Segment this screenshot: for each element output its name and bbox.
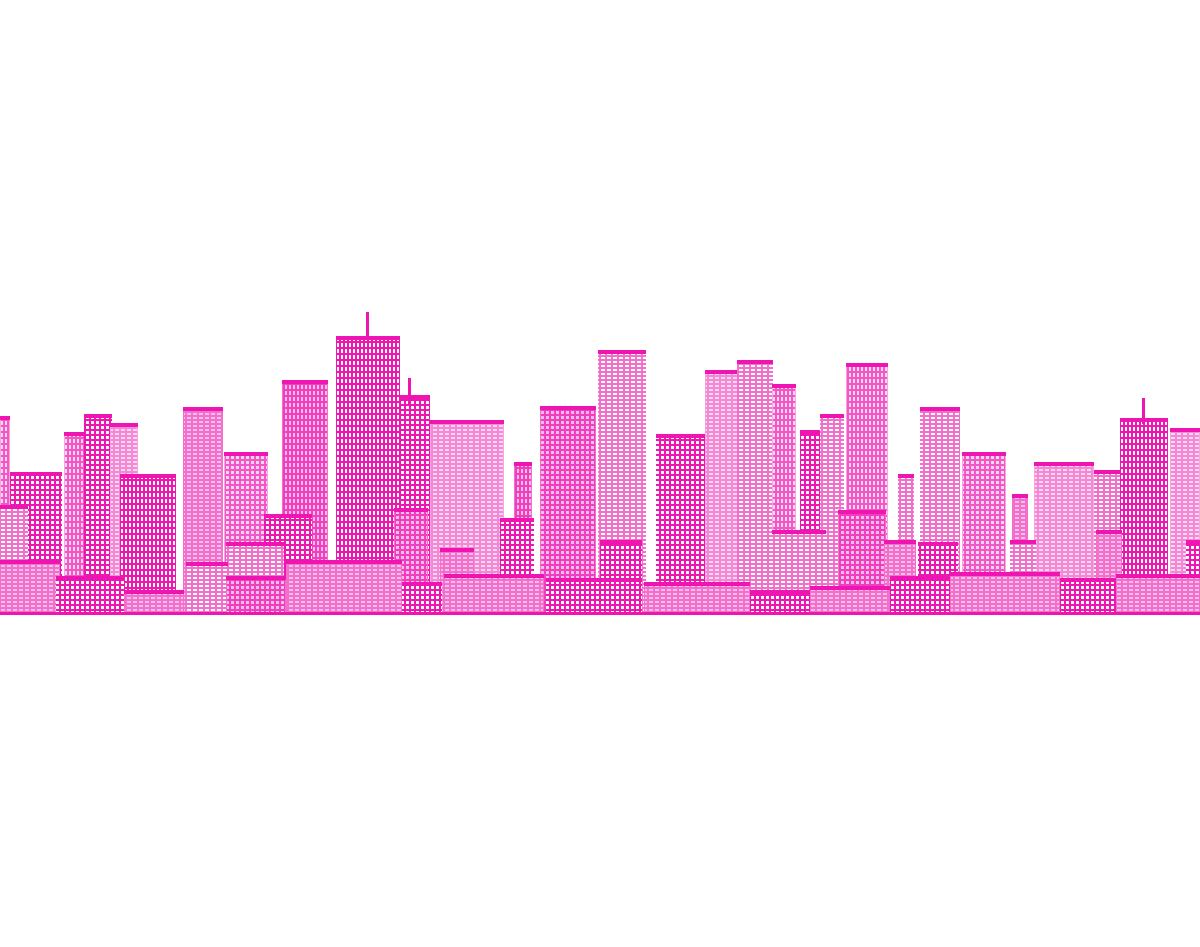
- building-51: [402, 582, 442, 614]
- building-cap: [546, 578, 642, 582]
- building-windows: [951, 574, 1059, 614]
- building-cap: [224, 452, 268, 456]
- building-cap: [110, 423, 138, 427]
- building-cap: [430, 420, 504, 424]
- building-cap: [1170, 428, 1200, 432]
- building-cap: [772, 530, 826, 534]
- building-cap: [286, 560, 402, 564]
- building-windows: [287, 562, 401, 614]
- building-cap: [1012, 494, 1028, 498]
- building-53: [546, 578, 642, 614]
- building-cap: [918, 542, 958, 546]
- building-cap: [750, 590, 810, 594]
- building-cap: [264, 514, 312, 518]
- buildings-group: [0, 312, 1200, 615]
- building-cap: [84, 414, 112, 418]
- building-cap: [1010, 540, 1036, 544]
- building-cap: [838, 510, 886, 514]
- building-cap: [598, 350, 646, 354]
- building-cap: [772, 384, 796, 388]
- building-cap: [737, 360, 773, 364]
- building-cap: [884, 540, 916, 544]
- building-cap: [183, 407, 223, 411]
- building-cap: [898, 474, 914, 478]
- building-cap: [820, 414, 844, 418]
- building-cap: [444, 574, 544, 578]
- building-16: [737, 360, 773, 614]
- building-cap: [810, 586, 890, 590]
- building-cap: [705, 370, 741, 374]
- building-cap: [400, 395, 430, 399]
- building-windows: [645, 584, 749, 614]
- building-59: [1060, 578, 1120, 614]
- building-windows: [227, 578, 285, 614]
- building-cap: [1034, 462, 1094, 466]
- building-windows: [65, 434, 85, 614]
- building-windows: [1117, 576, 1199, 614]
- building-cap: [890, 576, 950, 580]
- building-cap: [226, 576, 286, 580]
- building-cap: [920, 407, 960, 411]
- building-cap: [600, 540, 642, 544]
- building-cap: [500, 518, 534, 522]
- building-windows: [125, 592, 183, 614]
- building-cap: [120, 474, 176, 478]
- building-cap: [540, 406, 596, 410]
- building-57: [890, 576, 950, 614]
- building-cap: [846, 363, 888, 367]
- building-cap: [514, 462, 532, 466]
- building-windows: [706, 372, 740, 614]
- building-cap: [402, 582, 442, 586]
- building-cap: [0, 416, 10, 420]
- building-46: [56, 576, 124, 614]
- building-cap: [226, 542, 284, 546]
- building-48: [186, 562, 228, 614]
- tower-spire: [366, 312, 369, 338]
- building-cap: [394, 508, 428, 512]
- building-cap: [124, 590, 184, 594]
- building-cap: [0, 560, 60, 564]
- building-windows: [1, 562, 59, 614]
- building-cap: [10, 472, 62, 476]
- building-cap: [64, 432, 86, 436]
- building-cap: [950, 572, 1060, 576]
- building-windows: [811, 588, 889, 614]
- ground-line: [0, 612, 1200, 615]
- building-cap: [644, 582, 750, 586]
- building-cap: [440, 548, 474, 552]
- tower-spire: [1142, 398, 1145, 424]
- building-cap: [56, 576, 124, 580]
- building-cap: [962, 452, 1006, 456]
- building-cap: [1096, 530, 1122, 534]
- building-cap: [282, 380, 328, 384]
- building-windows: [445, 576, 543, 614]
- building-cap: [1094, 470, 1120, 474]
- building-cap: [1186, 540, 1200, 544]
- building-cap: [1116, 574, 1200, 578]
- building-cap: [0, 505, 28, 509]
- building-cap: [1060, 578, 1120, 582]
- tower-spire: [408, 378, 411, 404]
- building-cap: [656, 434, 726, 438]
- building-cap: [186, 562, 228, 566]
